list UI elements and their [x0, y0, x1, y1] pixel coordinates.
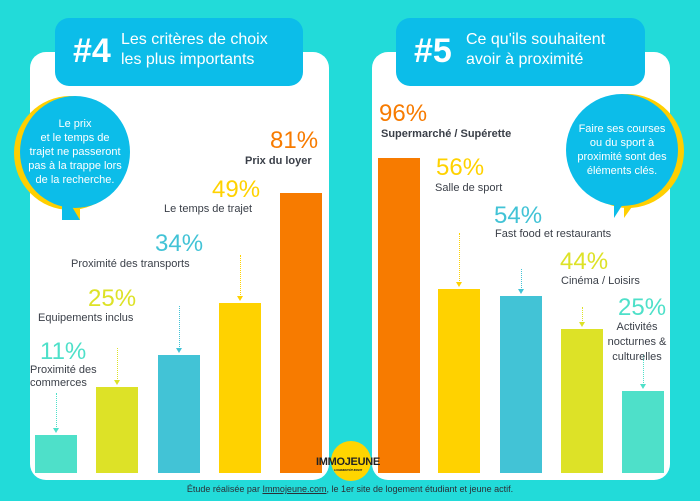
- title-line: les plus importants: [121, 51, 255, 68]
- logo-name: IMMOJEUNE: [316, 456, 380, 468]
- arrow-icon: [237, 255, 243, 302]
- arrow-icon: [176, 306, 182, 354]
- category-label: Proximité des commerces: [30, 364, 97, 389]
- arrow-icon: [456, 233, 462, 288]
- callout-bubble: Faire ses courses ou du sport à proximité …: [566, 94, 678, 206]
- callout-line: pas à la trappe lors: [28, 160, 122, 172]
- callout-line: Faire ses courses: [578, 123, 666, 135]
- section-title: Les critères de choix les plus importants: [121, 30, 268, 70]
- bar: [219, 303, 261, 473]
- callout-line: ou du sport à: [589, 137, 655, 149]
- arrow-icon: [640, 355, 646, 389]
- logo-tagline: LOGEMENT ÉTUDIANT: [334, 468, 362, 472]
- value-label: 81%: [270, 127, 319, 154]
- category-label: Cinéma / Loisirs: [561, 275, 640, 287]
- arrow-icon: [579, 307, 585, 327]
- arrow-icon: [518, 269, 524, 294]
- footer-text: , le 1er site de logement étudiant et je…: [326, 484, 514, 494]
- right-header: #5 Ce qu'ils souhaitent avoir à proximité: [396, 18, 645, 86]
- callout-line: éléments clés.: [586, 165, 658, 177]
- callout-line: et le temps de: [40, 132, 110, 144]
- category-label: Proximité des transports: [71, 258, 190, 270]
- category-label: Salle de sport: [435, 182, 503, 194]
- callout-line: trajet ne passeront: [29, 146, 121, 158]
- section-title: Ce qu'ils souhaitent avoir à proximité: [466, 30, 605, 70]
- callout-line: Le prix: [58, 118, 92, 130]
- category-label: Prix du loyer: [245, 155, 312, 167]
- section-number: #5: [414, 32, 452, 70]
- value-label: 25%: [618, 294, 667, 321]
- value-label: 34%: [155, 230, 204, 257]
- bar: [500, 295, 542, 473]
- value-label: 44%: [560, 248, 609, 275]
- title-line: Les critères de choix: [121, 31, 268, 48]
- value-label: 56%: [436, 154, 485, 181]
- bar: [35, 434, 77, 473]
- value-label: 25%: [88, 285, 137, 312]
- category-label: Le temps de trajet: [164, 203, 253, 215]
- bar: [438, 289, 480, 473]
- value-label: 54%: [494, 202, 543, 229]
- bar: [96, 386, 138, 473]
- logo: IMMOJEUNE LOGEMENT ÉTUDIANT: [316, 456, 380, 472]
- value-label: 49%: [212, 176, 261, 203]
- value-label: 11%: [40, 338, 87, 365]
- title-line: avoir à proximité: [466, 51, 584, 68]
- section-number: #4: [73, 32, 111, 70]
- category-label: Activités nocturnes & culturelles: [607, 321, 667, 363]
- value-label: 96%: [379, 100, 428, 127]
- bar: [622, 391, 664, 473]
- footer: Étude réalisée par Immojeune.com, le 1er…: [0, 484, 700, 494]
- logo-circle: [331, 441, 371, 481]
- bar: [280, 192, 322, 473]
- title-line: Ce qu'ils souhaitent: [466, 31, 606, 48]
- chart-criteres: [35, 192, 322, 473]
- category-label: Fast food et restaurants: [495, 228, 612, 240]
- left-header: #4 Les critères de choix les plus importa…: [55, 18, 303, 86]
- arrow-icon: [53, 393, 59, 433]
- footer-text: Étude réalisée par: [186, 484, 263, 494]
- callout-line: de la recherche.: [35, 174, 115, 186]
- bar: [158, 355, 200, 473]
- category-label: Supermarché / Supérette: [381, 128, 512, 140]
- category-label: Equipements inclus: [38, 312, 134, 324]
- bar: [561, 328, 603, 473]
- footer-link[interactable]: Immojeune.com: [262, 484, 327, 494]
- callout-line: proximité sont des: [577, 151, 667, 163]
- bar: [378, 158, 420, 473]
- callout-bubble: Le prix et le temps de trajet ne passeront…: [20, 96, 130, 208]
- arrow-icon: [114, 348, 120, 384]
